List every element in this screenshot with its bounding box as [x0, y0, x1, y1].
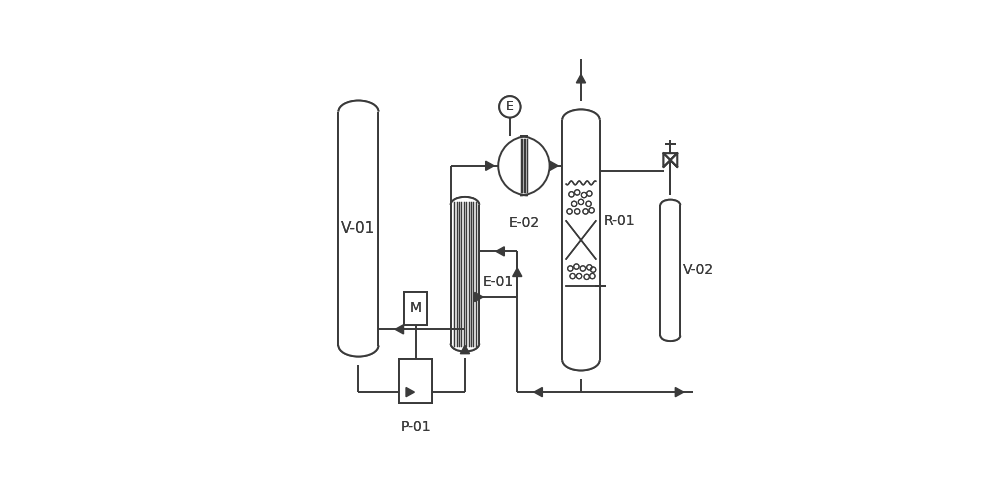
- Ellipse shape: [498, 136, 557, 195]
- Text: E-02: E-02: [508, 216, 539, 230]
- Ellipse shape: [451, 336, 479, 351]
- Ellipse shape: [491, 136, 550, 195]
- FancyBboxPatch shape: [399, 359, 432, 403]
- Polygon shape: [486, 161, 494, 170]
- Ellipse shape: [562, 110, 600, 130]
- FancyBboxPatch shape: [338, 112, 378, 345]
- Text: V-02: V-02: [683, 263, 714, 278]
- FancyBboxPatch shape: [660, 205, 680, 335]
- Text: E-02: E-02: [508, 216, 539, 230]
- FancyBboxPatch shape: [451, 205, 479, 344]
- Polygon shape: [406, 387, 414, 397]
- Polygon shape: [534, 387, 542, 397]
- FancyBboxPatch shape: [660, 205, 680, 335]
- FancyBboxPatch shape: [520, 136, 528, 195]
- Ellipse shape: [660, 330, 680, 341]
- Ellipse shape: [562, 350, 600, 370]
- Text: P-01: P-01: [400, 420, 431, 434]
- Text: V-01: V-01: [341, 221, 376, 236]
- Ellipse shape: [338, 101, 378, 123]
- Polygon shape: [576, 75, 586, 83]
- FancyBboxPatch shape: [520, 136, 528, 195]
- Polygon shape: [460, 345, 470, 354]
- Ellipse shape: [562, 110, 600, 130]
- Polygon shape: [664, 153, 677, 167]
- FancyBboxPatch shape: [404, 292, 427, 325]
- FancyBboxPatch shape: [562, 120, 600, 360]
- Ellipse shape: [660, 330, 680, 341]
- Polygon shape: [496, 247, 504, 256]
- Polygon shape: [475, 292, 483, 302]
- FancyBboxPatch shape: [404, 292, 427, 325]
- Text: P-01: P-01: [400, 420, 431, 434]
- Text: R-01: R-01: [603, 214, 635, 228]
- Ellipse shape: [491, 136, 550, 195]
- Ellipse shape: [338, 101, 378, 123]
- Text: E: E: [506, 100, 514, 113]
- FancyBboxPatch shape: [451, 205, 479, 344]
- Text: E-01: E-01: [482, 275, 514, 289]
- Ellipse shape: [660, 200, 680, 210]
- Ellipse shape: [338, 334, 378, 357]
- Polygon shape: [664, 153, 677, 167]
- Text: V-02: V-02: [683, 263, 714, 278]
- Ellipse shape: [451, 197, 479, 212]
- FancyBboxPatch shape: [562, 120, 600, 360]
- Text: M: M: [410, 301, 422, 316]
- Text: E-01: E-01: [482, 275, 514, 289]
- Ellipse shape: [660, 200, 680, 210]
- FancyBboxPatch shape: [399, 359, 432, 403]
- Text: R-01: R-01: [603, 214, 635, 228]
- Ellipse shape: [451, 197, 479, 212]
- Polygon shape: [675, 387, 684, 397]
- Polygon shape: [664, 153, 677, 167]
- Ellipse shape: [338, 334, 378, 357]
- Ellipse shape: [498, 136, 557, 195]
- FancyBboxPatch shape: [338, 112, 378, 345]
- Ellipse shape: [451, 336, 479, 351]
- Polygon shape: [395, 325, 404, 334]
- Ellipse shape: [562, 350, 600, 370]
- Text: E: E: [506, 100, 514, 113]
- Text: V-01: V-01: [341, 221, 376, 236]
- Polygon shape: [550, 161, 558, 170]
- Polygon shape: [513, 268, 522, 277]
- Circle shape: [499, 96, 520, 118]
- Text: M: M: [410, 301, 422, 316]
